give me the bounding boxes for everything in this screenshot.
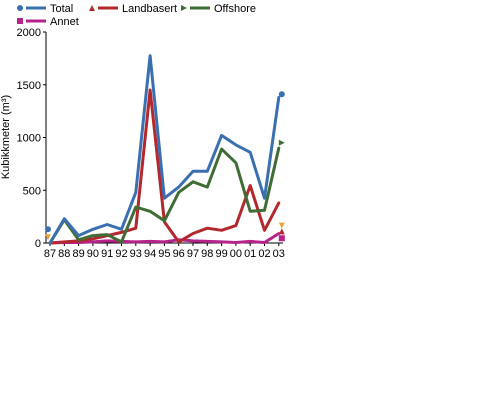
legend-marker-icon [89, 5, 95, 11]
series-lines [48, 54, 281, 245]
y-axis-title: Kubikkmeter (m³) [0, 95, 12, 179]
x-tick-label: 89 [72, 248, 84, 260]
legend-item: Landbasert [89, 3, 177, 15]
edge-marker-icon [278, 91, 285, 98]
legend-marker-icon [181, 5, 187, 11]
edge-marker-icon [278, 228, 285, 235]
y-tick-label: 1000 [17, 133, 41, 145]
x-tick-label: 94 [144, 248, 156, 260]
edge-marker-icon [45, 226, 51, 233]
x-tick-label: 87 [44, 248, 56, 260]
x-tick-label: 03 [273, 248, 285, 260]
x-tick-label: 93 [130, 248, 142, 260]
y-tick-label: 1500 [17, 80, 41, 92]
legend-label: Landbasert [122, 3, 177, 15]
x-tick-label: 92 [115, 248, 127, 260]
x-tick-label: 95 [158, 248, 170, 260]
edge-marker-icon [278, 235, 285, 242]
x-tick-label: 90 [87, 248, 99, 260]
series-line-total [48, 54, 281, 245]
edge-marker-icon [278, 139, 285, 146]
legend-marker-icon [17, 18, 23, 24]
edge-markers [45, 91, 285, 242]
edge-marker-icon [278, 222, 285, 229]
legend-marker-icon [17, 5, 23, 11]
x-tick-label: 98 [201, 248, 213, 260]
y-tick-label: 2000 [17, 27, 41, 39]
x-tick-label: 00 [230, 248, 242, 260]
series-line-offshore [48, 146, 281, 245]
series-line-annet [48, 232, 281, 245]
x-tick-labels: 87 88 89 90 91 92 93 94 95 96 97 98 99 00 01 02 03 [44, 243, 285, 260]
y-tick-labels: 0 500 1000 1500 2000 [17, 27, 46, 250]
legend: Total Landbasert Offshore Annet [17, 3, 256, 28]
legend-item: Annet [17, 16, 79, 28]
legend-label: Offshore [214, 3, 256, 15]
legend-item: Offshore [181, 3, 256, 15]
y-tick-label: 500 [23, 185, 41, 197]
edge-marker-icon [45, 234, 51, 241]
legend-item: Total [17, 3, 73, 15]
x-tick-label: 01 [244, 248, 256, 260]
x-tick-label: 91 [101, 248, 113, 260]
legend-label: Total [50, 3, 73, 15]
x-tick-label: 99 [215, 248, 227, 260]
y-tick-label: 0 [35, 238, 41, 250]
x-tick-label: 02 [258, 248, 270, 260]
legend-label: Annet [50, 16, 79, 28]
x-tick-label: 96 [173, 248, 185, 260]
x-tick-label: 88 [58, 248, 70, 260]
x-tick-label: 97 [187, 248, 199, 260]
